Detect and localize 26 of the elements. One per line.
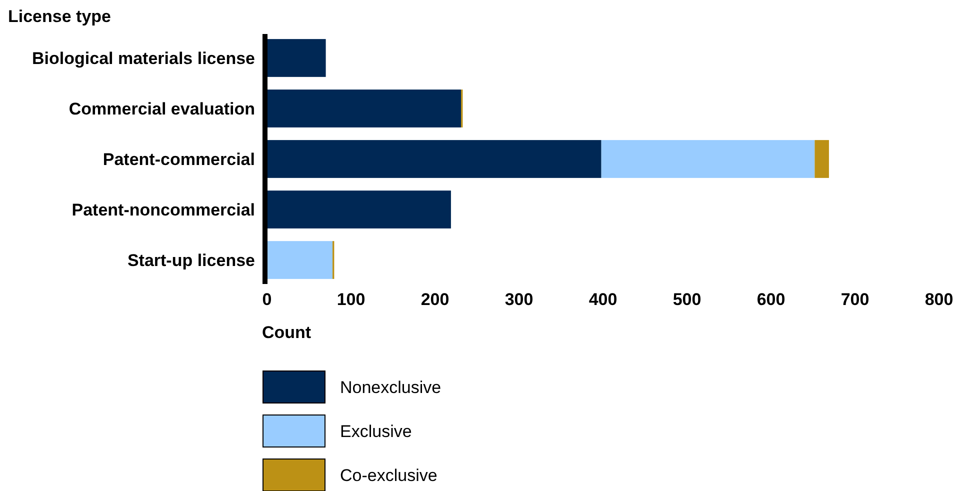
bar [814,140,829,178]
x-tick-label: 500 [672,290,702,309]
x-tick-label: 400 [588,290,618,309]
x-tick-label: 600 [756,290,786,309]
x-tick-label: 300 [504,290,534,309]
y-tick-label: Biological materials license [32,48,255,68]
legend-label: Nonexclusive [340,378,442,397]
y-tick-label: Patent-noncommercial [72,200,255,220]
legend-label: Exclusive [340,422,412,441]
y-tick-label: Patent-commercial [102,150,255,169]
bar [267,90,462,128]
x-tick-label: 0 [262,290,272,309]
x-tick-label: 800 [924,290,954,309]
x-tick-label: 700 [840,290,870,309]
bar [267,190,451,228]
y-tick-label: Start-up license [127,250,255,270]
x-axis-title: Count [262,323,312,342]
bar [267,241,333,279]
x-tick-label: 100 [336,290,366,309]
bar [601,140,815,178]
bar [267,39,326,77]
bar [267,140,602,178]
y-axis-title: License type [8,7,111,26]
legend-label: Co-exclusive [340,466,438,485]
x-tick-label: 200 [420,290,450,309]
y-tick-label: Commercial evaluation [68,99,255,118]
